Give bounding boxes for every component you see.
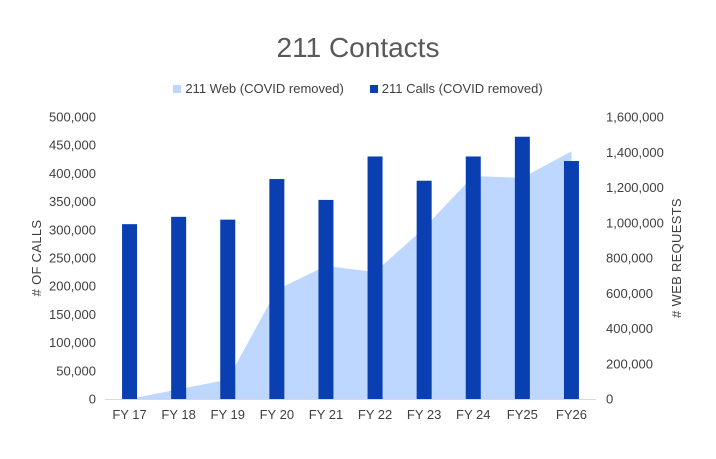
bar-calls-0 — [122, 224, 138, 399]
bar-calls-5 — [367, 156, 383, 399]
y-right-tick-label: 200,000 — [606, 356, 653, 371]
y-left-tick-label: 150,000 — [49, 307, 96, 322]
bar-calls-9 — [563, 160, 579, 399]
x-tick-label: FY 21 — [309, 407, 343, 422]
y-right-tick-label: 1,200,000 — [606, 180, 664, 195]
bar-calls-7 — [465, 156, 481, 399]
y-left-tick-label: 50,000 — [56, 363, 96, 378]
x-tick-label: FY25 — [507, 407, 538, 422]
y-axis-title-left: # OF CALLS — [29, 220, 44, 297]
bar-calls-8 — [514, 136, 530, 400]
y-left-tick-label: 500,000 — [49, 110, 96, 125]
bar-calls-6 — [416, 180, 432, 399]
y-left-tick-label: 300,000 — [49, 222, 96, 237]
x-tick-label: FY 22 — [358, 407, 392, 422]
legend-item-web: 211 Web (COVID removed) — [173, 81, 344, 96]
bar-calls-4 — [318, 199, 334, 399]
x-tick-label: FY 23 — [407, 407, 441, 422]
x-tick-label: FY26 — [556, 407, 587, 422]
y-right-tick-label: 400,000 — [606, 321, 653, 336]
legend-swatch-web — [173, 84, 182, 93]
y-left-tick-label: 250,000 — [49, 251, 96, 266]
x-tick-label: FY 20 — [260, 407, 294, 422]
y-right-tick-label: 0 — [606, 392, 613, 407]
y-right-tick-label: 1,000,000 — [606, 215, 664, 230]
y-left-tick-label: 450,000 — [49, 138, 96, 153]
y-axis-title-right: # WEB REQUESTS — [669, 198, 684, 318]
y-right-tick-label: 1,400,000 — [606, 145, 664, 160]
legend-label-calls: 211 Calls (COVID removed) — [381, 81, 543, 96]
area-series-web — [129, 151, 572, 399]
x-tick-label: FY 17 — [112, 407, 146, 422]
y-right-tick-label: 800,000 — [606, 251, 653, 266]
x-tick-label: FY 18 — [161, 407, 195, 422]
legend-label-web: 211 Web (COVID removed) — [185, 81, 344, 96]
bar-calls-1 — [171, 216, 187, 399]
y-left-tick-label: 100,000 — [49, 335, 96, 350]
bar-calls-3 — [269, 179, 285, 399]
x-tick-label: FY 24 — [456, 407, 490, 422]
chart-title: 211 Contacts — [276, 32, 440, 63]
legend-item-calls: 211 Calls (COVID removed) — [369, 81, 543, 96]
legend: 211 Web (COVID removed) 211 Calls (COVID… — [0, 81, 716, 96]
y-left-tick-label: 400,000 — [49, 166, 96, 181]
bar-calls-2 — [220, 219, 236, 399]
y-left-tick-label: 200,000 — [49, 279, 96, 294]
legend-swatch-calls — [369, 84, 378, 93]
y-left-tick-label: 0 — [89, 392, 96, 407]
y-right-tick-label: 1,600,000 — [606, 110, 664, 125]
y-left-tick-label: 350,000 — [49, 194, 96, 209]
y-right-tick-label: 600,000 — [606, 286, 653, 301]
x-tick-label: FY 19 — [211, 407, 245, 422]
